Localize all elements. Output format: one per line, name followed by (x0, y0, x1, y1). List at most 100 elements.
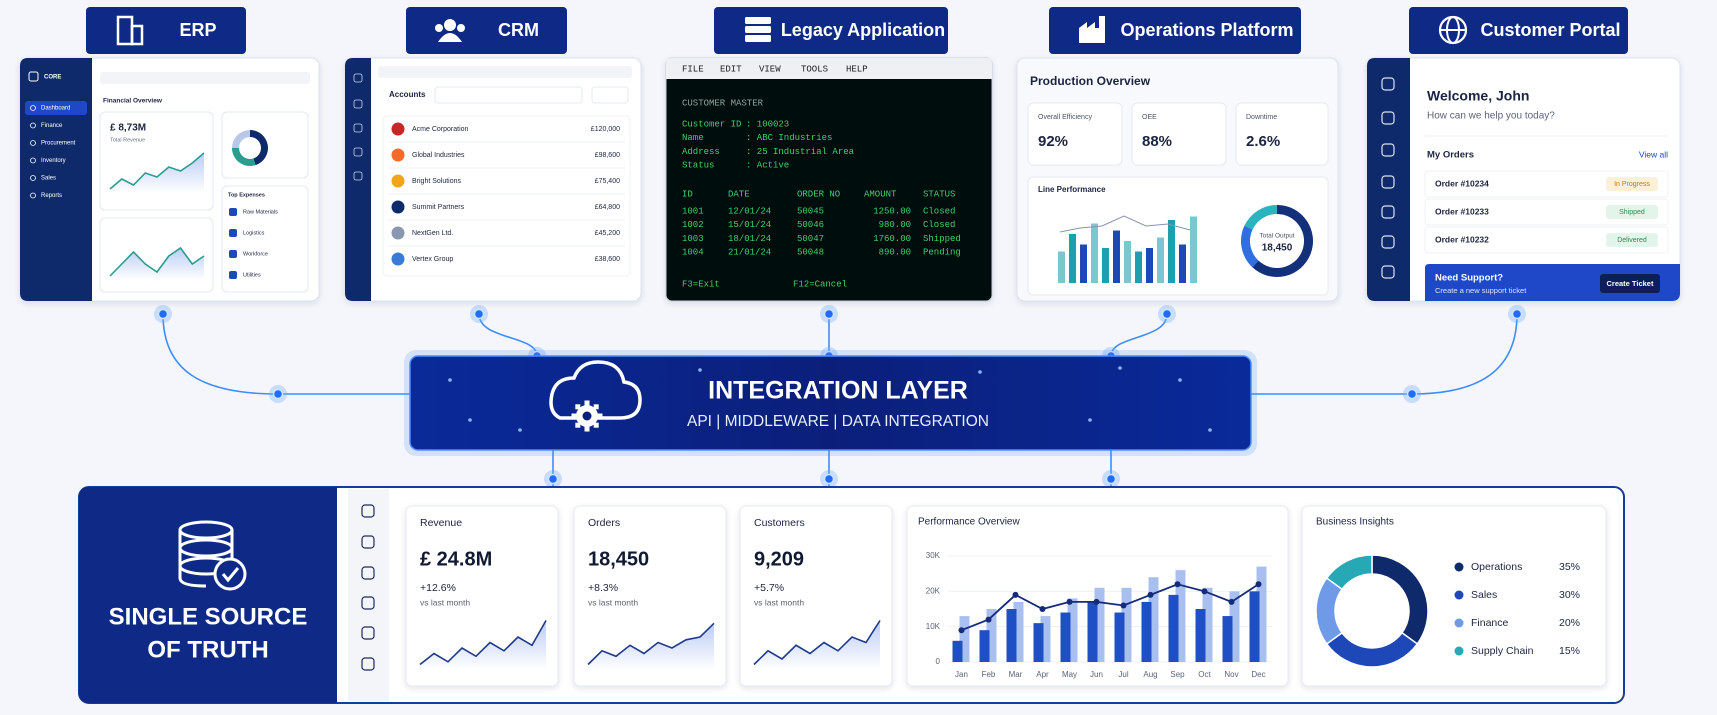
legacy-menubar (666, 58, 992, 79)
icon (1079, 16, 1105, 43)
network-spark (978, 370, 982, 374)
trend-point (1255, 581, 1262, 588)
crm-search (434, 86, 583, 104)
sidebar-icon (353, 123, 363, 133)
legacy-cell: 1250.00 (873, 206, 911, 216)
kpi-label: Customers (754, 517, 805, 529)
ops-total: 18,450 (1262, 243, 1293, 254)
icon (745, 26, 771, 33)
bar (979, 630, 990, 662)
ops-bar (1179, 244, 1186, 283)
sparkline (419, 620, 547, 666)
erp-nav-item: Dashboard (41, 106, 70, 112)
support-title: Need Support? (1435, 273, 1503, 284)
ops-title: Production Overview (1030, 74, 1151, 88)
erp-nav-item: Inventory (41, 158, 66, 164)
portal-prompt: How can we help you today? (1427, 111, 1555, 122)
ops-total-label: Total Output (1259, 233, 1294, 240)
gear-hole (582, 411, 592, 421)
ops-kpi (1027, 102, 1123, 166)
erp-expense: Raw Materials (243, 209, 278, 215)
truth-sidebar (348, 489, 389, 701)
crm-account: Vertex Group (412, 256, 453, 263)
legacy-menu: HELP (846, 64, 868, 74)
sparkline-area (754, 620, 880, 670)
legacy-field-label: Name (682, 133, 704, 143)
check-icon (213, 557, 247, 591)
legacy-cell: 18/01/24 (728, 234, 771, 244)
icon (130, 24, 144, 46)
ops-kpi-value: 88% (1142, 133, 1172, 150)
connector-dot (272, 388, 284, 400)
bar (1040, 616, 1051, 662)
erp-sidebar (20, 58, 92, 301)
expense-icon (229, 250, 237, 258)
y-tick-label: 10K (926, 622, 941, 631)
truth-block (79, 487, 337, 703)
chart-card (1301, 505, 1607, 687)
ops-kpi-value: 2.6% (1246, 133, 1280, 150)
portal-greeting: Welcome, John (1427, 88, 1529, 104)
bar (1195, 609, 1206, 662)
legacy-cell: 980.00 (879, 220, 911, 230)
x-tick-label: Jun (1090, 670, 1103, 679)
trend-point (1066, 598, 1073, 605)
crm-sidebar (345, 58, 371, 301)
network-spark (1178, 378, 1182, 382)
erp-revenue: £ 8,73M (110, 123, 146, 134)
legacy-cell: 1002 (682, 220, 704, 230)
nav-icon (30, 105, 36, 111)
crm-amount: £75,400 (595, 178, 620, 185)
ops-kpi (1131, 102, 1227, 166)
ops-bar (1058, 251, 1065, 283)
legacy-field-value: : 100023 (746, 119, 789, 129)
support-button (1600, 274, 1660, 293)
account-logo (391, 174, 405, 188)
legacy-cell: 15/01/24 (728, 220, 771, 230)
x-tick-label: Nov (1224, 670, 1238, 679)
sparkline-area (110, 153, 204, 193)
sidebar-icon (353, 73, 363, 83)
x-tick-label: May (1062, 670, 1077, 679)
erp-nav-item: Sales (41, 176, 56, 182)
ops-donut-segment (1244, 205, 1277, 230)
value-label: 15% (1559, 645, 1580, 657)
gear-tooth (575, 404, 581, 410)
ops-bar (1091, 223, 1098, 283)
x-tick-label: Apr (1036, 670, 1049, 679)
legacy-field-value: : Active (746, 160, 789, 170)
legacy-field-value: : 25 Industrial Area (746, 147, 855, 157)
support-button-label[interactable]: Create Ticket (1607, 279, 1654, 288)
crm-account: Global Industries (412, 152, 465, 159)
erp-donut-segment (232, 130, 250, 148)
bar (952, 640, 963, 662)
legend-swatch (1454, 590, 1464, 600)
legacy-cell: Closed (923, 220, 955, 230)
legacy-menu: TOOLS (801, 64, 828, 74)
legacy-cell: Shipped (923, 234, 961, 244)
icon (444, 19, 456, 31)
legacy-key: F3=Exit (682, 279, 720, 289)
trend-line (961, 583, 1259, 632)
legacy-menu: VIEW (759, 64, 781, 74)
system-label: Operations Platform (1120, 20, 1293, 40)
legend-swatch (1454, 618, 1464, 628)
ops-line (1059, 215, 1191, 233)
legacy-column: DATE (728, 189, 750, 199)
connector (1110, 313, 1168, 357)
chart-title: Performance Overview (918, 517, 1020, 528)
legacy-field-label: Status (682, 160, 714, 170)
icon (435, 24, 443, 32)
kpi-change: +8.3% (588, 582, 618, 594)
truth-title: SINGLE SOURCE (109, 603, 308, 630)
account-logo (391, 148, 405, 162)
legacy-cell: 50046 (797, 220, 824, 230)
account-logo (391, 252, 405, 266)
erp-nav-item: Reports (41, 193, 62, 199)
system-label: ERP (179, 20, 216, 40)
pie-segment (1325, 554, 1373, 591)
trend-point (958, 627, 965, 634)
ops-chart-title: Line Performance (1038, 185, 1106, 194)
portal-view-all[interactable]: View all (1639, 149, 1668, 159)
sidebar-icon (361, 626, 375, 640)
